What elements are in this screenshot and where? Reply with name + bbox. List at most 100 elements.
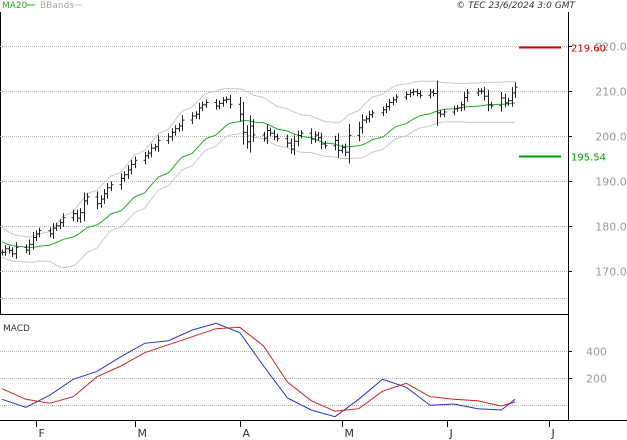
price-tick-label: 200.0 — [595, 131, 627, 144]
price-bar — [289, 138, 294, 154]
price-tick-label: 220.0 — [595, 41, 627, 54]
legend-ma20: MA20 — [2, 1, 28, 11]
price-bar — [224, 96, 229, 104]
price-bar — [333, 135, 338, 151]
signal-line — [1, 326, 516, 412]
macd-line — [1, 322, 516, 418]
price-bar — [435, 80, 440, 126]
macd-tick-label: 400 — [586, 346, 607, 359]
price-bar — [418, 90, 423, 99]
price-bar — [129, 159, 134, 175]
price-bar — [415, 88, 420, 97]
price-bar — [133, 156, 138, 169]
price-bar — [71, 209, 76, 222]
price-bar — [357, 121, 362, 142]
price-tick-labels: 220.0 210.0 200.0 190.0 180.0 170.0 — [595, 41, 627, 279]
price-bar — [367, 110, 372, 123]
price-bar — [180, 115, 185, 131]
price-bar — [105, 183, 110, 199]
price-bar — [506, 97, 511, 106]
price-bar — [3, 245, 8, 256]
price-bar — [299, 130, 304, 139]
price-bar — [452, 105, 457, 116]
macd-lines — [1, 322, 516, 418]
price-bar — [214, 99, 219, 110]
price-bar — [109, 181, 114, 192]
price-bar — [387, 98, 392, 111]
bollinger-bands — [1, 80, 515, 269]
price-bar — [364, 115, 369, 124]
price-bar — [54, 222, 59, 231]
price-bar — [455, 104, 460, 112]
price-bar — [272, 129, 277, 141]
price-bar — [221, 97, 226, 107]
price-bar — [360, 114, 365, 134]
bb-upper-line — [1, 80, 515, 238]
price-bar — [156, 135, 161, 152]
price-levels: 219.60 195.54 — [519, 44, 606, 164]
price-bar — [245, 125, 250, 149]
price-bar — [75, 209, 80, 223]
price-bar — [37, 227, 42, 238]
price-bar — [200, 101, 205, 112]
price-bar — [486, 89, 491, 112]
price-bar — [197, 102, 202, 120]
resistance-level-label: 219.60 — [571, 44, 606, 55]
price-bar — [194, 111, 199, 119]
price-bar — [10, 247, 15, 257]
price-bar — [99, 195, 104, 208]
price-bar — [58, 219, 63, 229]
month-tick-label: M — [138, 427, 148, 440]
support-level-label: 195.54 — [571, 153, 606, 164]
price-bar — [316, 132, 321, 141]
month-tick-label: J — [551, 427, 555, 440]
price-bar — [153, 143, 158, 152]
price-bar — [343, 143, 348, 157]
price-bar — [24, 244, 29, 254]
price-bar — [319, 132, 324, 150]
price-bar — [476, 88, 481, 96]
price-bar — [442, 109, 447, 118]
price-bar — [85, 193, 90, 205]
price-bar — [228, 95, 233, 109]
price-bar — [438, 109, 443, 118]
price-bar — [166, 133, 171, 144]
price-bar — [275, 133, 280, 142]
price-bar — [499, 92, 504, 112]
price-bar — [190, 112, 195, 124]
price-bar — [394, 94, 399, 103]
price-bar — [465, 89, 470, 102]
price-bar — [431, 89, 436, 97]
price-bar — [217, 100, 222, 110]
ma20-line — [1, 102, 516, 248]
price-bar — [384, 103, 389, 113]
price-bar — [513, 82, 518, 98]
macd-grid — [0, 351, 572, 406]
price-bar — [51, 223, 56, 239]
price-bar — [238, 97, 243, 122]
price-bars — [0, 80, 518, 259]
price-grid — [0, 46, 572, 299]
price-tick-label: 180.0 — [595, 221, 627, 234]
price-bar — [61, 213, 66, 227]
price-bar — [482, 86, 487, 101]
price-bar — [408, 89, 413, 98]
price-bar — [122, 171, 127, 182]
price-bar — [78, 208, 83, 223]
legend-bbands: BBands — [40, 1, 74, 11]
price-bar — [146, 150, 151, 159]
ma20-line-group — [1, 102, 516, 248]
price-bar — [7, 245, 12, 254]
price-bar — [177, 123, 182, 132]
price-bar — [296, 130, 301, 147]
price-bar — [285, 134, 290, 148]
price-bar — [489, 101, 494, 109]
price-bar — [381, 106, 386, 117]
price-bar — [170, 128, 175, 141]
price-bar — [309, 128, 314, 144]
month-tick-label: A — [243, 427, 251, 440]
price-bar — [149, 143, 154, 158]
price-bar — [102, 189, 107, 204]
price-bar — [347, 124, 352, 164]
